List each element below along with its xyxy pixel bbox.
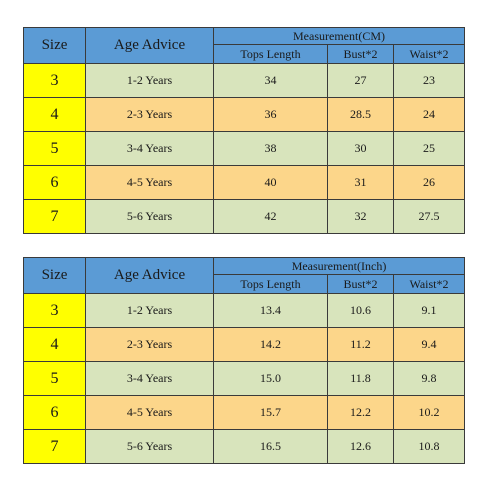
bust-cell: 10.6	[327, 293, 394, 328]
size-cell: 4	[23, 97, 86, 132]
waist-cell: 9.1	[393, 293, 465, 328]
age-cell: 3-4 Years	[85, 361, 214, 396]
tops-length-header: Tops Length	[213, 274, 328, 294]
table-row: 3 1-2 Years 13.4 10.6 9.1	[23, 293, 465, 328]
waist-cell: 27.5	[392, 199, 466, 234]
bust-header: Bust*2	[327, 44, 394, 64]
table-row: 6 4-5 Years 40 31 26	[23, 165, 466, 200]
bust-cell: 12.2	[327, 395, 394, 430]
age-cell: 5-6 Years	[85, 429, 214, 464]
bust-cell: 27	[327, 63, 394, 98]
table-row: 7 5-6 Years 42 32 27.5	[23, 199, 466, 234]
table-header-row: Size Age Advice Measurement(Inch)	[23, 257, 465, 294]
table-row: 4 2-3 Years 36 28.5 24	[23, 97, 466, 132]
tops-length-cell: 13.4	[213, 293, 328, 328]
size-cell: 6	[23, 165, 86, 200]
bust-cell: 11.8	[327, 361, 394, 396]
bust-cell: 28.5	[327, 97, 394, 132]
size-cell: 7	[23, 429, 86, 464]
age-cell: 1-2 Years	[85, 63, 214, 98]
waist-cell: 23	[392, 63, 466, 98]
bust-cell: 11.2	[327, 327, 394, 362]
age-advice-header: Age Advice	[85, 257, 214, 294]
waist-cell: 25	[392, 131, 466, 166]
waist-cell: 10.2	[393, 395, 465, 430]
table-subheader-row: Tops Length Bust*2 Waist*2	[24, 44, 466, 64]
table-header-row: Size Age Advice Measurement(CM)	[23, 27, 466, 64]
size-cell: 5	[23, 131, 86, 166]
age-cell: 3-4 Years	[85, 131, 214, 166]
bust-cell: 12.6	[327, 429, 394, 464]
age-cell: 1-2 Years	[85, 293, 214, 328]
bust-header: Bust*2	[327, 274, 394, 294]
tops-length-cell: 36	[213, 97, 328, 132]
age-advice-header: Age Advice	[85, 27, 214, 64]
measurement-header: Measurement(Inch)	[213, 257, 465, 275]
age-cell: 4-5 Years	[85, 165, 214, 200]
bust-cell: 32	[327, 199, 394, 234]
waist-cell: 9.4	[393, 327, 465, 362]
table-row: 3 1-2 Years 34 27 23	[23, 63, 466, 98]
waist-cell: 9.8	[393, 361, 465, 396]
age-cell: 2-3 Years	[85, 327, 214, 362]
table-row: 5 3-4 Years 15.0 11.8 9.8	[23, 361, 465, 396]
bust-cell: 31	[327, 165, 394, 200]
size-cell: 3	[23, 293, 86, 328]
waist-cell: 24	[392, 97, 466, 132]
tops-length-header: Tops Length	[213, 44, 328, 64]
measurement-header: Measurement(CM)	[212, 27, 466, 45]
waist-cell: 26	[392, 165, 466, 200]
waist-header: Waist*2	[392, 44, 466, 64]
size-header: Size	[23, 27, 86, 64]
size-cell: 4	[23, 327, 86, 362]
size-cell: 3	[23, 63, 86, 98]
age-cell: 4-5 Years	[85, 395, 214, 430]
table-row: 6 4-5 Years 15.7 12.2 10.2	[23, 395, 465, 430]
table-row: 4 2-3 Years 14.2 11.2 9.4	[23, 327, 465, 362]
age-cell: 2-3 Years	[85, 97, 214, 132]
tops-length-cell: 14.2	[213, 327, 328, 362]
bust-cell: 30	[327, 131, 394, 166]
tops-length-cell: 34	[213, 63, 328, 98]
waist-header: Waist*2	[393, 274, 465, 294]
size-cell: 7	[23, 199, 86, 234]
size-table-cm: Size Age Advice Measurement(CM) Tops Len…	[23, 27, 466, 234]
size-cell: 5	[23, 361, 86, 396]
tops-length-cell: 15.0	[213, 361, 328, 396]
size-header: Size	[23, 257, 86, 294]
table-row: 7 5-6 Years 16.5 12.6 10.8	[23, 429, 465, 464]
tops-length-cell: 42	[213, 199, 328, 234]
tops-length-cell: 16.5	[213, 429, 328, 464]
size-table-inch: Size Age Advice Measurement(Inch) Tops L…	[23, 257, 465, 464]
waist-cell: 10.8	[393, 429, 465, 464]
age-cell: 5-6 Years	[85, 199, 214, 234]
size-cell: 6	[23, 395, 86, 430]
tops-length-cell: 15.7	[213, 395, 328, 430]
table-row: 5 3-4 Years 38 30 25	[23, 131, 466, 166]
tops-length-cell: 40	[213, 165, 328, 200]
tops-length-cell: 38	[213, 131, 328, 166]
table-subheader-row: Tops Length Bust*2 Waist*2	[24, 274, 465, 294]
